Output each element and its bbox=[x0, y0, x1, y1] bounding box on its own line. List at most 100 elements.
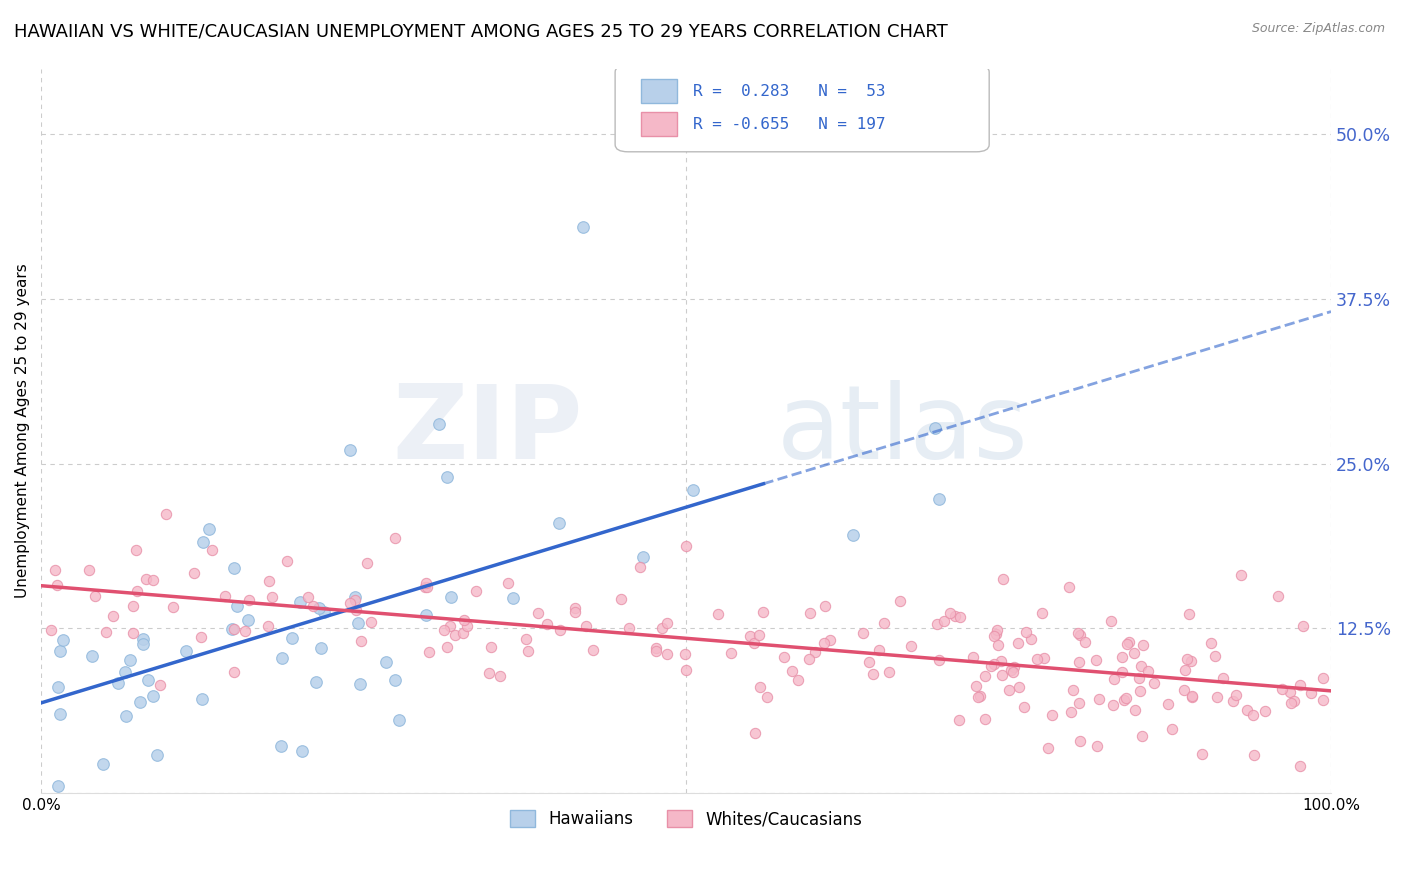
Point bbox=[536, 616, 558, 631]
Point bbox=[80, 649, 103, 664]
Point bbox=[453, 614, 475, 628]
Point bbox=[451, 626, 474, 640]
Point bbox=[1111, 649, 1133, 664]
Point bbox=[224, 561, 246, 575]
Point bbox=[1312, 672, 1334, 686]
Point bbox=[862, 667, 884, 681]
Point bbox=[479, 640, 502, 654]
Point bbox=[1001, 665, 1024, 679]
Point bbox=[973, 712, 995, 726]
Y-axis label: Unemployment Among Ages 25 to 29 years: Unemployment Among Ages 25 to 29 years bbox=[15, 263, 30, 598]
Point bbox=[122, 599, 145, 613]
Point bbox=[291, 744, 314, 758]
Point bbox=[136, 673, 159, 687]
Point bbox=[983, 657, 1005, 672]
Point bbox=[1222, 694, 1244, 708]
Point bbox=[374, 655, 396, 669]
Point bbox=[675, 539, 697, 553]
Point bbox=[1279, 697, 1302, 711]
Point bbox=[77, 563, 100, 577]
Point bbox=[1015, 625, 1038, 640]
Point bbox=[1129, 683, 1152, 698]
Point bbox=[675, 663, 697, 677]
Point bbox=[780, 664, 803, 678]
Point bbox=[1104, 672, 1126, 686]
Point bbox=[889, 594, 911, 608]
Point bbox=[46, 680, 69, 694]
Point bbox=[983, 629, 1005, 643]
Point bbox=[527, 607, 550, 621]
Point bbox=[302, 599, 325, 614]
Point bbox=[655, 647, 678, 661]
Point bbox=[1301, 685, 1323, 699]
Point bbox=[193, 535, 215, 549]
Point bbox=[1174, 663, 1197, 677]
Point bbox=[1026, 652, 1049, 666]
Point bbox=[226, 599, 249, 613]
Point bbox=[125, 543, 148, 558]
Point bbox=[1212, 671, 1234, 685]
Point bbox=[1130, 659, 1153, 673]
Point bbox=[949, 610, 972, 624]
Point bbox=[1254, 705, 1277, 719]
Point bbox=[1175, 652, 1198, 666]
Point bbox=[155, 507, 177, 521]
Point bbox=[162, 600, 184, 615]
Point bbox=[433, 623, 456, 637]
Point bbox=[564, 601, 586, 615]
FancyBboxPatch shape bbox=[641, 112, 678, 136]
Point bbox=[1180, 654, 1202, 668]
Point bbox=[198, 522, 221, 536]
Point bbox=[967, 690, 990, 705]
Point bbox=[356, 557, 378, 571]
Legend: Hawaiians, Whites/Caucasians: Hawaiians, Whites/Caucasians bbox=[503, 804, 869, 835]
Point bbox=[343, 592, 366, 607]
Point bbox=[384, 673, 406, 688]
Point bbox=[388, 713, 411, 727]
Point bbox=[49, 707, 72, 722]
Point bbox=[1289, 759, 1312, 773]
Point bbox=[1173, 683, 1195, 698]
Point bbox=[932, 614, 955, 628]
Point bbox=[924, 421, 946, 435]
Point bbox=[1178, 607, 1201, 622]
Point bbox=[799, 606, 821, 620]
Point bbox=[1002, 660, 1025, 674]
Point bbox=[814, 599, 837, 613]
Point bbox=[1157, 697, 1180, 711]
Point bbox=[257, 574, 280, 588]
Point bbox=[610, 591, 633, 606]
Point bbox=[214, 589, 236, 603]
Point bbox=[1059, 580, 1081, 594]
Point bbox=[965, 680, 987, 694]
Point bbox=[118, 653, 141, 667]
Point bbox=[129, 695, 152, 709]
Point bbox=[943, 609, 966, 624]
Point bbox=[748, 627, 770, 641]
Point bbox=[1069, 733, 1091, 747]
Point bbox=[1128, 671, 1150, 685]
Point bbox=[962, 649, 984, 664]
Point bbox=[852, 625, 875, 640]
Point bbox=[135, 572, 157, 586]
Point bbox=[645, 644, 668, 658]
Point bbox=[360, 615, 382, 629]
Text: R = -0.655   N = 197: R = -0.655 N = 197 bbox=[693, 117, 884, 132]
Point bbox=[744, 726, 766, 740]
Point bbox=[444, 628, 467, 642]
Point bbox=[986, 623, 1008, 637]
Point bbox=[221, 622, 243, 636]
Point bbox=[1102, 698, 1125, 713]
Point bbox=[456, 619, 478, 633]
Point bbox=[1112, 693, 1135, 707]
Point bbox=[984, 627, 1007, 641]
Point bbox=[1229, 568, 1251, 582]
Point bbox=[174, 643, 197, 657]
Point bbox=[749, 680, 772, 694]
Point bbox=[969, 690, 991, 704]
Point bbox=[1236, 703, 1258, 717]
Point bbox=[813, 636, 835, 650]
Point bbox=[1069, 628, 1091, 642]
Point bbox=[436, 640, 458, 654]
Point bbox=[222, 665, 245, 679]
